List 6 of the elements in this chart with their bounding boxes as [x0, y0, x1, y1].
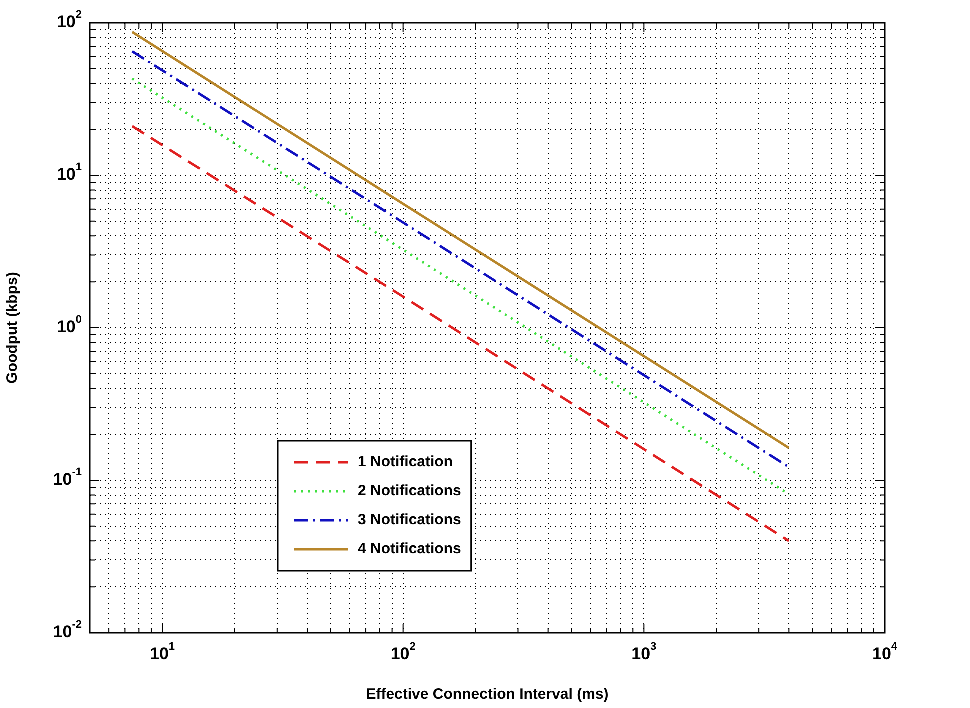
legend-label: 3 Notifications [358, 512, 462, 529]
x-axis-title: Effective Connection Interval (ms) [366, 686, 609, 704]
legend-label: 2 Notifications [358, 482, 462, 500]
legend-label: 4 Notifications [358, 540, 462, 558]
y-axis-title: Goodput (kbps) [4, 272, 22, 384]
legend-label: 1 Notification [358, 454, 454, 471]
